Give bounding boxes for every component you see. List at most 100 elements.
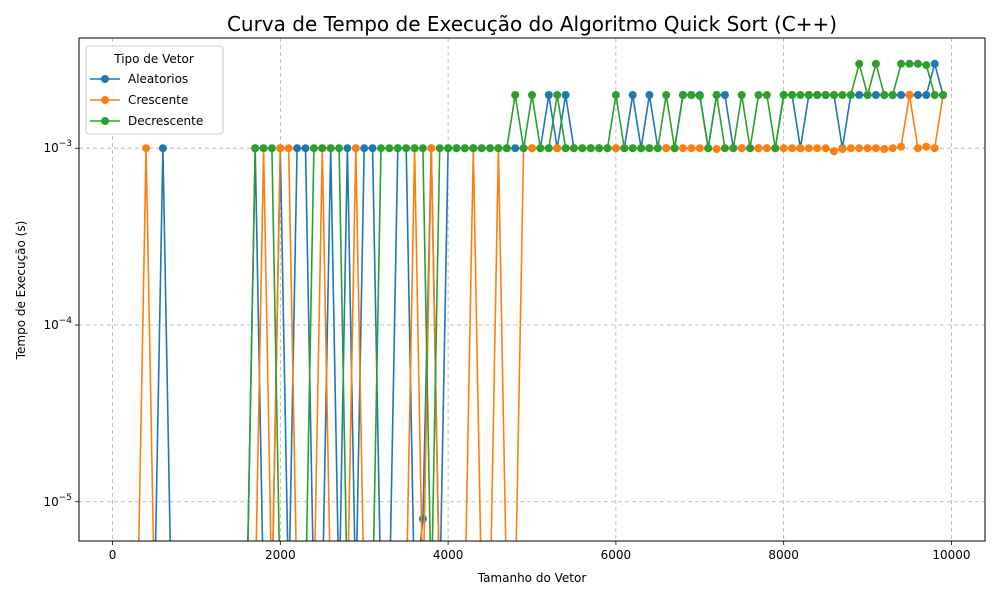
data-point: [561, 144, 570, 153]
data-point: [511, 91, 520, 99]
data-point: [913, 91, 922, 99]
data-point: [276, 144, 285, 153]
data-point: [645, 91, 654, 99]
data-point: [813, 144, 822, 153]
data-point: [553, 91, 562, 99]
data-point: [477, 144, 486, 153]
data-point: [930, 91, 939, 99]
data-point: [771, 144, 780, 153]
data-point: [469, 144, 478, 153]
data-point: [846, 144, 855, 153]
data-point: [309, 144, 318, 153]
data-point: [410, 144, 419, 153]
data-point: [788, 91, 797, 99]
data-point: [762, 91, 771, 99]
data-point: [779, 144, 788, 153]
data-point: [712, 145, 721, 153]
y-tick-label: 10−5: [43, 493, 72, 509]
data-point: [544, 91, 553, 99]
data-point: [343, 144, 352, 153]
data-point: [561, 91, 570, 99]
data-point: [897, 59, 906, 68]
data-point: [846, 91, 855, 99]
data-point: [402, 144, 411, 153]
data-point: [385, 144, 394, 153]
data-point: [544, 144, 553, 153]
grid: [79, 38, 985, 541]
data-point: [578, 144, 587, 153]
data-point: [284, 144, 293, 153]
data-point: [897, 142, 906, 151]
data-point: [293, 144, 302, 153]
data-point: [511, 144, 520, 153]
data-point: [679, 144, 687, 153]
data-point: [897, 91, 906, 99]
legend-marker: [101, 96, 109, 104]
data-point: [804, 91, 813, 99]
data-point: [427, 144, 436, 153]
data-point: [746, 144, 755, 153]
data-point: [838, 91, 847, 99]
data-point: [913, 144, 922, 153]
data-point: [788, 144, 797, 153]
data-point: [905, 91, 914, 99]
x-tick-label: 2000: [265, 548, 296, 562]
data-point: [519, 144, 528, 153]
chart-title: Curva de Tempo de Execução do Algoritmo …: [227, 12, 837, 36]
data-point: [569, 144, 578, 153]
data-point: [704, 144, 713, 153]
data-point: [435, 144, 444, 153]
data-point: [838, 145, 847, 153]
data-point: [502, 144, 511, 153]
legend-marker: [101, 117, 109, 125]
data-point: [871, 59, 880, 68]
data-point: [653, 144, 662, 153]
data-point: [888, 144, 897, 153]
data-point: [687, 91, 696, 99]
data-point: [486, 144, 495, 153]
x-axis-ticks: 0 2000 4000 6000 8000 10000: [109, 541, 971, 562]
data-point: [528, 91, 536, 99]
data-point: [922, 61, 931, 70]
data-point: [712, 91, 721, 99]
data-point: [813, 91, 822, 99]
data-point: [418, 144, 427, 153]
data-point: [393, 144, 402, 153]
x-axis-label: Tamanho do Vetor: [477, 571, 587, 585]
plot-frame: [78, 37, 986, 542]
data-point: [880, 145, 889, 153]
data-point: [444, 144, 453, 153]
data-point: [855, 59, 864, 68]
data-point: [863, 144, 872, 153]
data-point: [637, 144, 646, 153]
data-point: [913, 59, 922, 68]
data-point: [737, 91, 746, 99]
data-point: [251, 144, 260, 153]
data-point: [796, 144, 805, 153]
y-axis-label: Tempo de Execução (s): [14, 221, 28, 361]
data-point: [418, 514, 427, 523]
data-point: [930, 59, 939, 68]
data-point: [922, 91, 931, 99]
legend-item-label: Decrescente: [128, 114, 203, 128]
data-point: [821, 91, 830, 99]
y-axis-ticks: 10−3 10−4 10−5: [43, 139, 79, 509]
data-point: [729, 144, 738, 153]
data-point: [695, 144, 704, 153]
x-tick-label: 6000: [601, 548, 632, 562]
data-point: [804, 144, 813, 153]
data-point: [662, 144, 671, 153]
legend-item-label: Crescente: [128, 93, 188, 107]
data-point: [611, 144, 620, 153]
data-point: [158, 144, 167, 153]
data-point: [553, 144, 562, 153]
legend-title: Tipo de Vetor: [113, 52, 194, 66]
data-point: [603, 144, 612, 153]
series-decrescente: [247, 59, 948, 541]
data-point: [452, 144, 461, 153]
legend-marker: [101, 75, 109, 83]
data-point: [905, 59, 914, 68]
data-point: [595, 144, 604, 153]
data-point: [586, 144, 595, 153]
